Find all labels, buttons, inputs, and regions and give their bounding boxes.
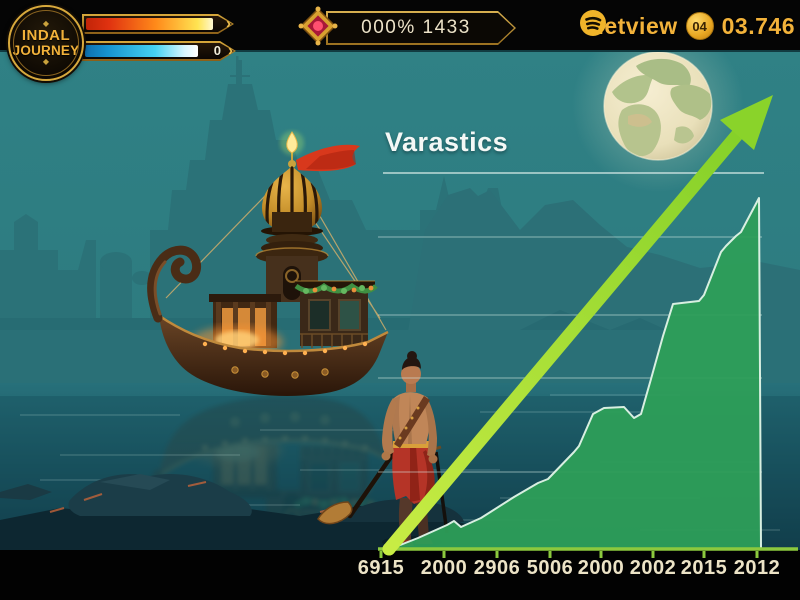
temple-boat [147,131,389,396]
boat-hull [158,315,388,396]
currency-cluster[interactable]: Netview 04 03.746 [579,9,795,43]
arrow-tip-icon: › [226,14,231,32]
chart-title: Varastics [385,127,509,157]
badge-ornament-icon: ◆ [42,19,50,28]
game-logo-badge[interactable]: ◆ INDAL JOURNEY ◆ [8,5,84,81]
hull-lamps [202,341,368,356]
x-axis-label: 2906 [473,557,521,579]
energy-bar: 0 › [81,41,236,61]
arrow-tip-icon: › [228,41,233,59]
x-axis-label: 2015 [680,557,728,579]
logo-line1: INDAL [21,27,71,44]
coin-icon: 04 [685,12,714,40]
x-axis-label: 2000 [577,557,625,579]
x-axis-label: 5006 [526,557,574,579]
boat-prow-curl [147,245,202,323]
garland [294,282,378,294]
bottom-axis-bar [0,550,800,600]
x-axis-label: 2000 [420,557,468,579]
x-axis-label: 6915 [357,557,405,579]
energy-bar-fill [85,45,198,57]
currency-amount: 03.746 [721,12,795,39]
progress-plaque[interactable]: 000% 1433 [326,11,516,45]
x-axis-label: 2002 [629,557,677,579]
badge-ornament-icon: ◆ [42,57,50,66]
coin-value: 04 [692,18,707,34]
progress-plaque-label: 000% 1433 [361,17,471,38]
x-axis-label: 2012 [733,557,781,579]
energy-bar-value: 0 [213,43,221,59]
health-bar-fill [86,18,213,30]
logo-line2: JOURNEY [12,43,80,58]
crest-gem-icon [297,5,339,47]
health-bar: › [82,14,234,34]
far-water [0,330,800,386]
